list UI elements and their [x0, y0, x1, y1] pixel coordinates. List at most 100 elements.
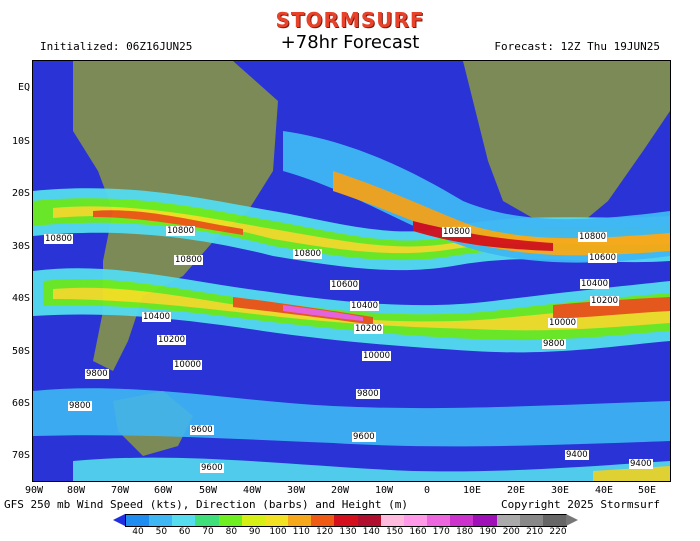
copyright: Copyright 2025 Stormsurf: [501, 498, 660, 511]
lat-label: 30S: [11, 241, 30, 252]
scale-value-label: 110: [292, 527, 310, 537]
lon-label: 10E: [462, 485, 482, 496]
scale-swatch: [218, 515, 242, 526]
lat-label: 50S: [11, 346, 30, 357]
scale-swatch: [195, 515, 219, 526]
initialized-time: Initialized: 06Z16JUN25: [40, 40, 193, 53]
lon-label: 20W: [330, 485, 350, 496]
scale-swatch: [149, 515, 173, 526]
map-description: GFS 250 mb Wind Speed (kts), Direction (…: [4, 498, 408, 511]
height-contour-label: 9400: [629, 459, 653, 469]
scale-value-label: 220: [549, 527, 567, 537]
height-contour-label: 10200: [157, 335, 187, 345]
scale-arrow-left-icon: [113, 514, 125, 526]
height-contour-label: 9800: [68, 401, 92, 411]
scale-value-label: 50: [155, 527, 168, 537]
scale-arrow-right-icon: [566, 514, 578, 526]
height-contour-label: 9400: [565, 450, 589, 460]
wind-speed-color-scale: [125, 514, 567, 527]
forecast-valid-time: Forecast: 12Z Thu 19JUN25: [494, 40, 660, 53]
height-contour-label: 10800: [44, 234, 74, 244]
height-contour-label: 10400: [350, 301, 380, 311]
africa-landmass: [463, 61, 670, 226]
height-contour-label: 9600: [190, 425, 214, 435]
lat-label: 20S: [11, 188, 30, 199]
scale-value-label: 70: [202, 527, 214, 537]
scale-value-label: 60: [178, 527, 191, 537]
lon-label: 90W: [24, 485, 44, 496]
scale-value-label: 170: [432, 527, 450, 537]
scale-swatch: [311, 515, 335, 526]
height-contour-label: 9800: [356, 389, 380, 399]
lon-label: 0: [423, 485, 431, 496]
height-contour-label: 10800: [174, 255, 204, 265]
lat-label: 60S: [11, 398, 30, 409]
height-contour-label: 9800: [542, 339, 566, 349]
lon-label: 20E: [506, 485, 526, 496]
height-contour-label: 10800: [442, 227, 472, 237]
scale-swatch: [357, 515, 381, 526]
scale-swatch: [403, 515, 428, 526]
height-contour-label: 10000: [362, 351, 392, 361]
scale-swatch: [380, 515, 404, 526]
height-contour-label: 10800: [293, 249, 323, 259]
height-contour-label: 9800: [85, 369, 109, 379]
scale-swatch: [126, 515, 150, 526]
scale-swatch: [241, 515, 265, 526]
height-contour-label: 10600: [588, 253, 618, 263]
lon-label: 70W: [110, 485, 130, 496]
scale-value-label: 180: [456, 527, 474, 537]
lon-label: 30E: [550, 485, 570, 496]
map-canvas: [33, 61, 670, 481]
scale-swatch: [450, 515, 474, 526]
scale-swatch: [519, 515, 543, 526]
stormsurf-logo: STORMSURF: [275, 8, 425, 32]
scale-value-label: 40: [132, 527, 144, 537]
height-contour-label: 10400: [580, 279, 610, 289]
height-contour-label: 10800: [166, 226, 196, 236]
height-contour-label: 9600: [352, 432, 376, 442]
lat-label: 10S: [11, 136, 30, 147]
height-contour-label: 10000: [548, 318, 578, 328]
lon-label: 30W: [286, 485, 306, 496]
height-contour-label: 10800: [578, 232, 608, 242]
height-contour-label: 10400: [142, 312, 172, 322]
scale-value-label: 80: [225, 527, 238, 537]
scale-value-label: 90: [248, 527, 261, 537]
scale-value-label: 160: [409, 527, 427, 537]
height-contour-label: 9600: [200, 463, 224, 473]
wind-map: [32, 60, 671, 482]
scale-swatch: [288, 515, 312, 526]
jet-stream-south-atlantic-band: [283, 131, 670, 263]
scale-value-label: 100: [269, 527, 287, 537]
scale-swatch: [172, 515, 196, 526]
lon-label: 40E: [594, 485, 614, 496]
scale-value-label: 120: [316, 527, 334, 537]
lat-label: 70S: [11, 450, 30, 461]
scale-swatch: [473, 515, 497, 526]
scale-swatch: [542, 515, 566, 526]
lat-label: 40S: [11, 293, 30, 304]
scale-swatch: [427, 515, 451, 526]
wind-speed-scale-labels: 40 50 60 70 80 90 100 110 120 130 140 150 160 170 180 1…: [132, 527, 566, 539]
height-contour-label: 10200: [590, 296, 620, 306]
height-contour-label: 10000: [173, 360, 203, 370]
scale-value-label: 210: [526, 527, 544, 537]
lon-label: 10W: [374, 485, 394, 496]
height-contour-label: 10600: [330, 280, 360, 290]
lon-label: 50E: [637, 485, 657, 496]
lon-label: 60W: [153, 485, 173, 496]
lat-label: EQ: [17, 82, 30, 93]
scale-value-label: 190: [479, 527, 497, 537]
scale-swatch: [496, 515, 520, 526]
scale-value-label: 130: [339, 527, 357, 537]
scale-value-label: 150: [386, 527, 404, 537]
scale-swatch: [264, 515, 289, 526]
scale-value-label: 200: [502, 527, 520, 537]
forecast-title: +78hr Forecast: [280, 32, 420, 53]
lon-label: 40W: [242, 485, 262, 496]
scale-value-label: 140: [362, 527, 380, 537]
height-contour-label: 10200: [354, 324, 384, 334]
lon-label: 50W: [198, 485, 218, 496]
lon-label: 80W: [66, 485, 86, 496]
